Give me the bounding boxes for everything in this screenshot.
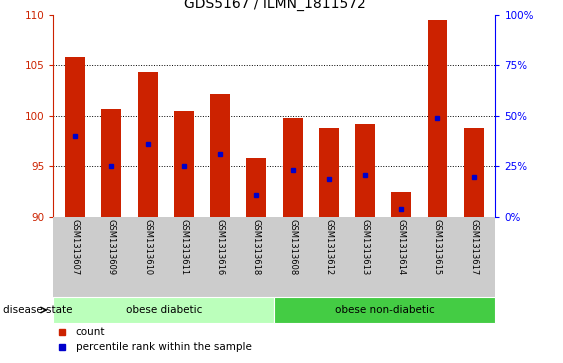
Text: obese diabetic: obese diabetic [126,305,202,315]
Text: count: count [75,327,105,337]
Bar [65,57,85,217]
Text: GSM1313618: GSM1313618 [252,219,261,275]
Bar [138,72,158,217]
Text: GSM1313615: GSM1313615 [433,219,442,275]
Text: GSM1313609: GSM1313609 [107,219,116,275]
Text: GSM1313610: GSM1313610 [143,219,152,275]
Bar [391,192,411,217]
Text: percentile rank within the sample: percentile rank within the sample [75,342,252,352]
Bar [283,118,302,217]
Text: GSM1313608: GSM1313608 [288,219,297,275]
Bar [464,128,484,217]
Bar [101,109,122,217]
Bar [319,128,339,217]
Text: GSM1313612: GSM1313612 [324,219,333,275]
Text: GSM1313616: GSM1313616 [216,219,225,275]
Bar [427,20,448,217]
Text: GSM1313614: GSM1313614 [397,219,406,275]
Bar [174,111,194,217]
Title: GDS5167 / ILMN_1811572: GDS5167 / ILMN_1811572 [184,0,365,11]
Bar [355,124,375,217]
Bar [53,297,275,323]
Text: disease state: disease state [3,305,72,315]
Text: GSM1313617: GSM1313617 [469,219,478,275]
Text: GSM1313607: GSM1313607 [71,219,80,275]
Text: GSM1313613: GSM1313613 [360,219,369,275]
Bar [247,158,266,217]
Text: obese non-diabetic: obese non-diabetic [335,305,435,315]
Bar [210,94,230,217]
Bar [275,297,495,323]
Text: GSM1313611: GSM1313611 [180,219,189,275]
